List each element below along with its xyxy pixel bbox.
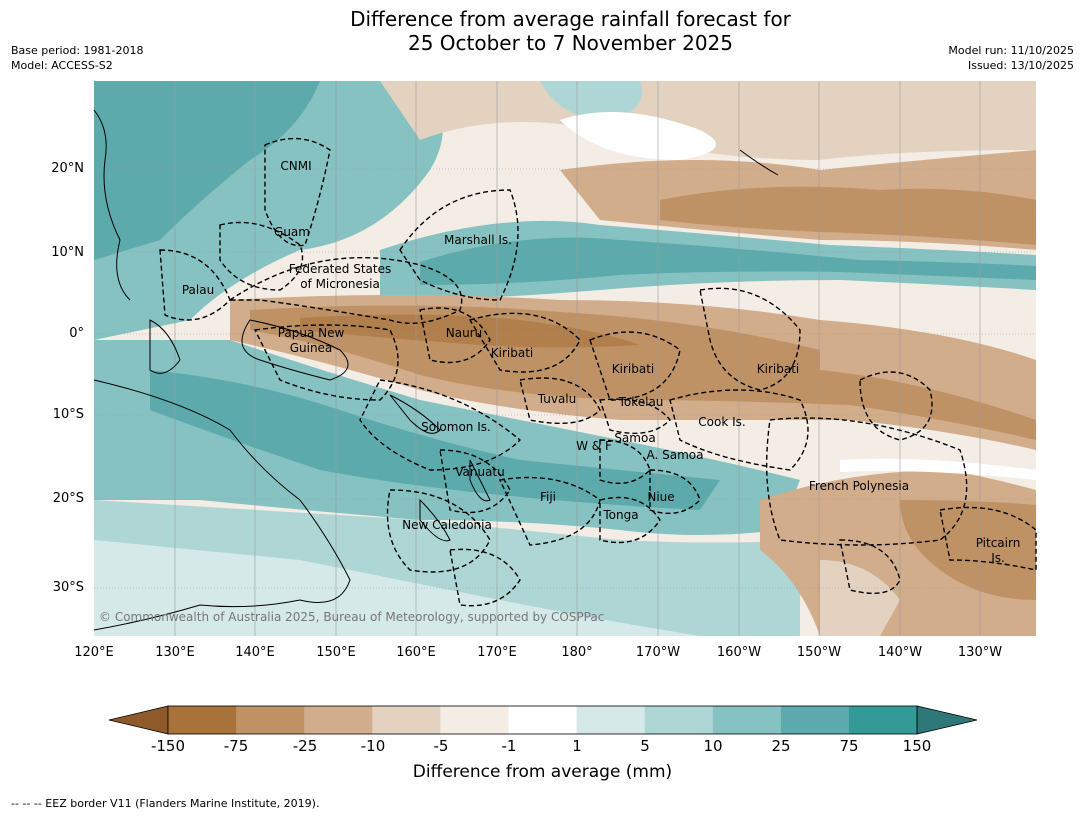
meta-left: Base period: 1981-2018 Model: ACCESS-S2	[11, 43, 143, 73]
lat-label-20s: 20°S	[52, 491, 84, 506]
colorbar-segment	[304, 706, 373, 734]
meta-right: Model run: 11/10/2025 Issued: 13/10/2025	[948, 43, 1074, 73]
label-marshall: Marshall Is.	[444, 233, 512, 247]
eez-footnote: -- -- -- EEZ border V11 (Flanders Marine…	[11, 797, 320, 810]
region-labels: CNMI Guam Marshall Is. Federated States …	[182, 159, 1020, 565]
colorbar-tick: -150	[150, 737, 186, 755]
label-cnmi: CNMI	[280, 159, 311, 173]
lon-label-170e: 170°E	[477, 645, 517, 660]
colorbar-segment	[780, 706, 850, 734]
label-fsm-2: of Micronesia	[300, 277, 380, 291]
label-cook: Cook Is.	[698, 415, 745, 429]
label-wf: W & F	[576, 439, 612, 453]
model-run: Model run: 11/10/2025	[948, 44, 1074, 57]
lon-label-120e: 120°E	[74, 645, 114, 660]
colorbar-title: Difference from average (mm)	[412, 762, 673, 782]
lat-label-0: 0°	[69, 326, 84, 341]
base-period: Base period: 1981-2018	[11, 44, 144, 57]
colorbar-segment	[440, 706, 509, 734]
colorbar-tick: 25	[771, 737, 791, 755]
colorbar-tick: -75	[223, 737, 249, 755]
colorbar-tick: -1	[501, 737, 517, 755]
label-kiribati-w: Kiribati	[491, 346, 533, 360]
title-line-1: Difference from average rainfall forecas…	[350, 7, 791, 31]
colorbar-tick: 150	[902, 737, 932, 755]
label-solomon: Solomon Is.	[421, 420, 491, 434]
lon-label-160e: 160°E	[396, 645, 436, 660]
colorbar-tick: -25	[292, 737, 318, 755]
lon-label-130e: 130°E	[155, 645, 195, 660]
colorbar-segment	[644, 706, 714, 734]
lat-label-20n: 20°N	[51, 161, 84, 176]
model-name: Model: ACCESS-S2	[11, 59, 113, 72]
anomaly-field	[94, 81, 1036, 636]
colorbar-segment	[168, 706, 237, 734]
label-palau: Palau	[182, 283, 214, 297]
label-tuvalu: Tuvalu	[537, 392, 577, 406]
lat-label-30s: 30°S	[52, 580, 84, 595]
colorbar-tick: 1	[572, 737, 582, 755]
copyright-note: © Commonwealth of Australia 2025, Bureau…	[99, 610, 604, 624]
issued-date: Issued: 13/10/2025	[967, 59, 1074, 72]
colorbar-segment	[236, 706, 305, 734]
label-guam: Guam	[274, 225, 310, 239]
coastlines	[93, 109, 779, 631]
colorbar-extend-high	[916, 705, 978, 735]
lon-label-180: 180°	[561, 645, 593, 660]
graticule	[94, 81, 1036, 636]
label-vanuatu: Vanuatu	[455, 465, 505, 479]
label-pitcairn-1: Pitcairn	[976, 536, 1021, 550]
label-tonga: Tonga	[602, 508, 638, 522]
label-fsm-1: Federated States	[289, 262, 391, 276]
label-samoa: Samoa	[614, 431, 655, 445]
lon-label-130w: 130°W	[957, 645, 1003, 660]
lon-label-150w: 150°W	[796, 645, 842, 660]
label-newcal: New Caledonia	[402, 518, 492, 532]
lon-label-160w: 160°W	[716, 645, 762, 660]
label-asamoa: A. Samoa	[647, 448, 704, 462]
colorbar-segment	[508, 706, 578, 734]
colorbar-frame	[167, 705, 918, 735]
colorbar	[108, 705, 978, 735]
lon-label-140e: 140°E	[235, 645, 275, 660]
label-png-1: Papua New	[278, 326, 345, 340]
label-kiribati-c: Kiribati	[612, 362, 654, 376]
colorbar-segment	[372, 706, 441, 734]
lon-label-170w: 170°W	[635, 645, 681, 660]
lon-label-140w: 140°W	[877, 645, 923, 660]
colorbar-tick: -10	[360, 737, 386, 755]
colorbar-tick: -5	[433, 737, 449, 755]
eez-borders	[159, 137, 1037, 607]
label-fiji: Fiji	[540, 490, 556, 504]
colorbar-segment	[712, 706, 782, 734]
chart-title: Difference from average rainfall forecas…	[0, 7, 1085, 55]
lat-label-10n: 10°N	[51, 245, 84, 260]
title-line-2: 25 October to 7 November 2025	[407, 31, 734, 55]
colorbar-segment	[576, 706, 646, 734]
label-kiribati-e: Kiribati	[757, 362, 799, 376]
lon-label-150e: 150°E	[316, 645, 356, 660]
label-pitcairn-2: Is.	[991, 551, 1005, 565]
label-niue: Niue	[647, 490, 674, 504]
label-nauru: Nauru	[446, 326, 482, 340]
colorbar-extend-low	[108, 705, 169, 735]
colorbar-tick: 10	[703, 737, 723, 755]
colorbar-tick: 5	[640, 737, 650, 755]
label-png-2: Guinea	[290, 341, 333, 355]
colorbar-tick: 75	[839, 737, 859, 755]
label-tokelau: Tokelau	[618, 395, 664, 409]
lat-label-10s: 10°S	[52, 407, 84, 422]
label-frpoly: French Polynesia	[809, 479, 909, 493]
colorbar-segment	[849, 706, 918, 734]
